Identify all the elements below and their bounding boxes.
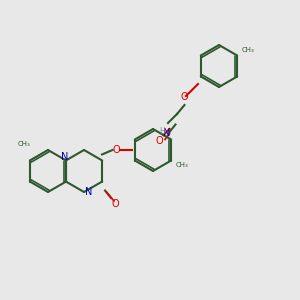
Text: H: H	[160, 127, 166, 136]
Text: O: O	[112, 199, 119, 209]
Text: N: N	[61, 152, 68, 163]
Text: O: O	[181, 92, 188, 103]
Text: O: O	[155, 136, 163, 146]
Text: CH₃: CH₃	[176, 162, 188, 168]
Text: CH₃: CH₃	[17, 141, 30, 147]
Text: O: O	[112, 145, 120, 155]
Text: CH₃: CH₃	[242, 46, 254, 52]
Text: N: N	[85, 187, 92, 197]
Text: N: N	[163, 128, 170, 139]
